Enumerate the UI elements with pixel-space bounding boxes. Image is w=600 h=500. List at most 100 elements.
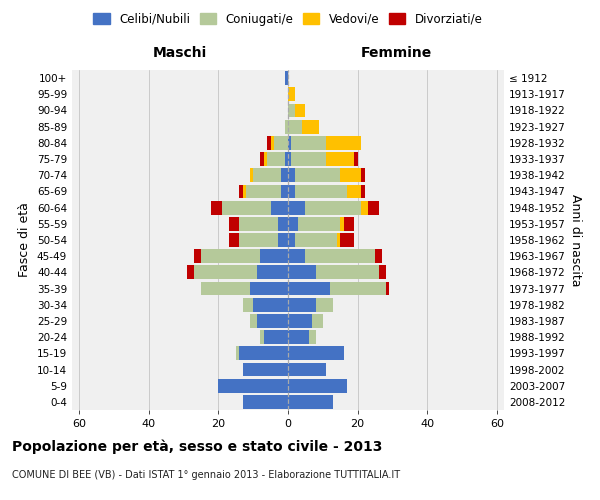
- Bar: [288, 217, 298, 230]
- Bar: [316, 266, 379, 280]
- Bar: [295, 104, 305, 118]
- Bar: [288, 184, 295, 198]
- Bar: [288, 395, 333, 409]
- Bar: [267, 152, 284, 166]
- Bar: [288, 379, 347, 392]
- Bar: [326, 152, 354, 166]
- Bar: [260, 152, 263, 166]
- Bar: [288, 104, 295, 118]
- Bar: [271, 200, 288, 214]
- Bar: [250, 314, 257, 328]
- Bar: [201, 250, 260, 263]
- Bar: [201, 282, 250, 296]
- Bar: [288, 346, 344, 360]
- Bar: [295, 233, 337, 247]
- Bar: [326, 136, 361, 149]
- Bar: [309, 330, 316, 344]
- Bar: [295, 184, 347, 198]
- Legend: Celibi/Nubili, Coniugati/e, Vedovi/e, Divorziati/e: Celibi/Nubili, Coniugati/e, Vedovi/e, Di…: [88, 8, 488, 30]
- Bar: [305, 250, 375, 263]
- Text: COMUNE DI BEE (VB) - Dati ISTAT 1° gennaio 2013 - Elaborazione TUTTITALIA.IT: COMUNE DI BEE (VB) - Dati ISTAT 1° genna…: [12, 470, 400, 480]
- Text: Popolazione per età, sesso e stato civile - 2013: Popolazione per età, sesso e stato civil…: [12, 440, 382, 454]
- Bar: [257, 314, 288, 328]
- Bar: [361, 184, 365, 198]
- Bar: [239, 217, 278, 230]
- Bar: [288, 200, 305, 214]
- Bar: [316, 298, 333, 312]
- Bar: [295, 168, 340, 182]
- Bar: [229, 217, 239, 230]
- Bar: [354, 152, 358, 166]
- Bar: [288, 136, 292, 149]
- Bar: [337, 233, 340, 247]
- Bar: [278, 233, 288, 247]
- Bar: [340, 233, 354, 247]
- Bar: [250, 282, 288, 296]
- Bar: [347, 184, 361, 198]
- Bar: [330, 282, 386, 296]
- Bar: [243, 395, 288, 409]
- Bar: [361, 200, 368, 214]
- Y-axis label: Anni di nascita: Anni di nascita: [569, 194, 582, 286]
- Bar: [288, 314, 313, 328]
- Bar: [284, 71, 288, 85]
- Bar: [284, 152, 288, 166]
- Bar: [274, 136, 288, 149]
- Bar: [281, 168, 288, 182]
- Bar: [288, 282, 330, 296]
- Bar: [340, 217, 344, 230]
- Bar: [288, 152, 292, 166]
- Bar: [340, 168, 361, 182]
- Bar: [222, 200, 271, 214]
- Bar: [194, 250, 201, 263]
- Bar: [298, 217, 340, 230]
- Bar: [379, 266, 386, 280]
- Bar: [288, 266, 316, 280]
- Bar: [302, 120, 319, 134]
- Bar: [361, 168, 365, 182]
- Bar: [260, 250, 288, 263]
- Bar: [288, 298, 316, 312]
- Bar: [375, 250, 382, 263]
- Bar: [305, 200, 361, 214]
- Bar: [239, 184, 243, 198]
- Bar: [194, 266, 257, 280]
- Bar: [368, 200, 379, 214]
- Bar: [284, 120, 288, 134]
- Bar: [218, 379, 288, 392]
- Bar: [281, 184, 288, 198]
- Bar: [239, 233, 278, 247]
- Bar: [288, 88, 295, 101]
- Bar: [288, 168, 295, 182]
- Bar: [313, 314, 323, 328]
- Bar: [229, 233, 239, 247]
- Bar: [278, 217, 288, 230]
- Bar: [292, 136, 326, 149]
- Bar: [288, 233, 295, 247]
- Bar: [257, 266, 288, 280]
- Bar: [243, 184, 246, 198]
- Bar: [263, 330, 288, 344]
- Bar: [260, 330, 263, 344]
- Bar: [239, 346, 288, 360]
- Bar: [250, 168, 253, 182]
- Bar: [288, 362, 326, 376]
- Bar: [288, 120, 302, 134]
- Bar: [271, 136, 274, 149]
- Bar: [236, 346, 239, 360]
- Bar: [344, 217, 354, 230]
- Bar: [263, 152, 267, 166]
- Bar: [253, 298, 288, 312]
- Bar: [243, 362, 288, 376]
- Bar: [288, 330, 309, 344]
- Y-axis label: Fasce di età: Fasce di età: [19, 202, 31, 278]
- Bar: [386, 282, 389, 296]
- Bar: [253, 168, 281, 182]
- Bar: [292, 152, 326, 166]
- Bar: [187, 266, 194, 280]
- Bar: [288, 250, 305, 263]
- Bar: [211, 200, 222, 214]
- Bar: [267, 136, 271, 149]
- Bar: [246, 184, 281, 198]
- Text: Maschi: Maschi: [153, 46, 207, 60]
